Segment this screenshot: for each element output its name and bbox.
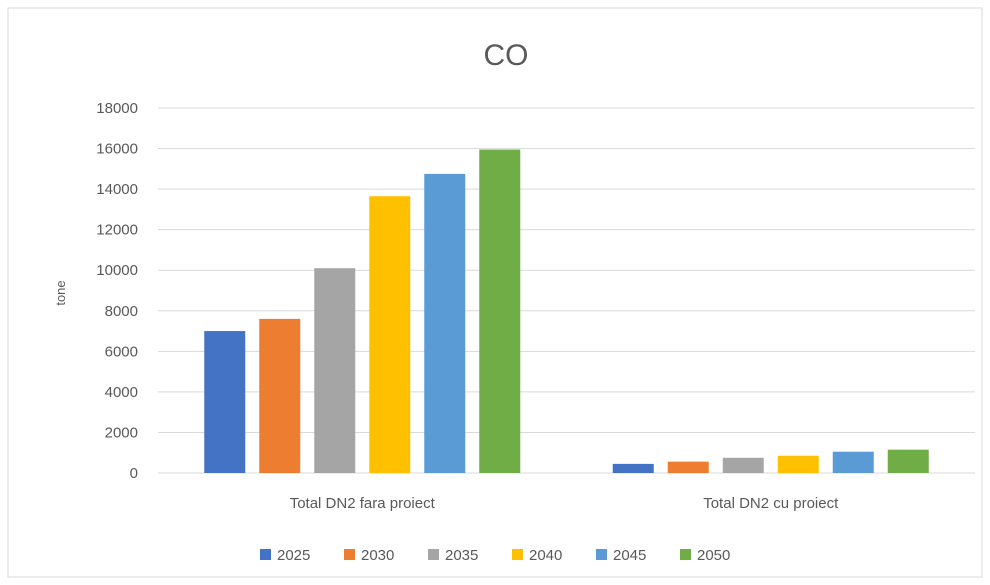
bar-2030-2: [667, 461, 709, 473]
bars: [204, 149, 929, 474]
legend-swatch-2045: [596, 549, 607, 560]
x-tick-label: Total DN2 fara proiect: [290, 495, 436, 512]
legend-label-2040: 2040: [529, 547, 562, 564]
legend: 2025 2030 2035 2040 2045 2050: [260, 547, 730, 564]
bar-2040-1: [369, 196, 411, 474]
y-tick-label: 2000: [105, 424, 138, 441]
chart-title: CO: [484, 39, 529, 72]
x-tick-label: Total DN2 cu proiect: [703, 495, 839, 512]
bar-2050-1: [479, 149, 521, 473]
y-tick-label: 18000: [96, 100, 138, 117]
y-tick-label: 8000: [105, 303, 138, 320]
y-tick-label: 16000: [96, 141, 138, 158]
legend-label-2035: 2035: [445, 547, 478, 564]
legend-swatch-2040: [512, 549, 523, 560]
legend-label-2045: 2045: [613, 547, 646, 564]
bar-2035-1: [314, 268, 356, 473]
bar-2025-2: [612, 463, 654, 473]
y-tick-label: 4000: [105, 384, 138, 401]
bar-2045-2: [832, 451, 874, 473]
legend-label-2050: 2050: [697, 547, 730, 564]
bar-2045-1: [424, 173, 466, 473]
legend-swatch-2050: [680, 549, 691, 560]
y-tick-label: 10000: [96, 262, 138, 279]
x-axis-ticks: Total DN2 fara proiect Total DN2 cu proie…: [290, 495, 839, 512]
y-tick-label: 6000: [105, 343, 138, 360]
y-axis-ticks: 0 2000 4000 6000 8000 10000 12000 14000 16000 180…: [96, 100, 138, 482]
legend-swatch-2035: [428, 549, 439, 560]
legend-swatch-2030: [344, 549, 355, 560]
legend-label-2030: 2030: [361, 547, 394, 564]
legend-swatch-2025: [260, 549, 271, 560]
y-tick-label: 14000: [96, 181, 138, 198]
y-tick-label: 12000: [96, 222, 138, 239]
bar-2050-2: [887, 449, 929, 473]
bar-2025-1: [204, 331, 246, 473]
y-tick-label: 0: [130, 465, 138, 482]
bar-2040-2: [777, 455, 819, 473]
legend-label-2025: 2025: [277, 547, 310, 564]
y-axis-label: tone: [53, 280, 68, 305]
bar-2030-1: [259, 318, 301, 473]
bar-2035-2: [722, 457, 764, 473]
